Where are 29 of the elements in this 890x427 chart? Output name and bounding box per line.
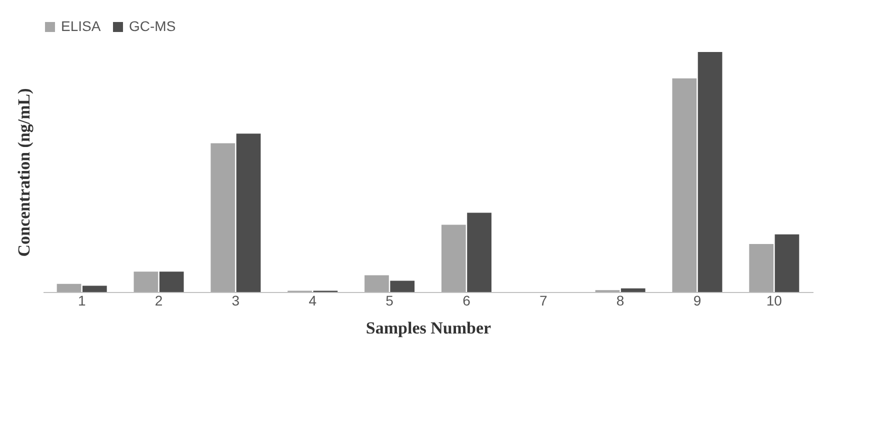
x-tick-label: 1 [78, 292, 86, 308]
bar [82, 286, 107, 292]
x-tick-label: 4 [308, 292, 317, 308]
bar [210, 143, 236, 292]
x-tick-label: 7 [539, 292, 548, 308]
legend-label: GC-MS [129, 18, 176, 34]
x-tick-label: 9 [693, 292, 702, 308]
x-tick-label: 5 [386, 292, 394, 308]
bar [390, 280, 415, 292]
x-tick-label: 2 [154, 292, 163, 308]
bar [467, 212, 492, 292]
bar [774, 234, 800, 292]
bar [620, 288, 646, 292]
bar [236, 134, 261, 292]
y-axis-title: Concentration (ng/mL) [14, 88, 34, 257]
x-tick-label: 3 [232, 292, 240, 308]
legend-label: ELISA [61, 18, 102, 34]
bar [134, 272, 158, 292]
bar [56, 284, 82, 292]
x-tick-label: 10 [766, 292, 782, 308]
x-tick-label: 6 [462, 292, 471, 308]
bar [159, 272, 184, 292]
x-tick-label: 8 [616, 292, 624, 308]
x-axis-title: Samples Number [366, 318, 492, 338]
bar [749, 244, 774, 292]
bar [698, 52, 722, 292]
bar [672, 78, 697, 292]
bar [364, 275, 389, 292]
bar [441, 224, 466, 292]
